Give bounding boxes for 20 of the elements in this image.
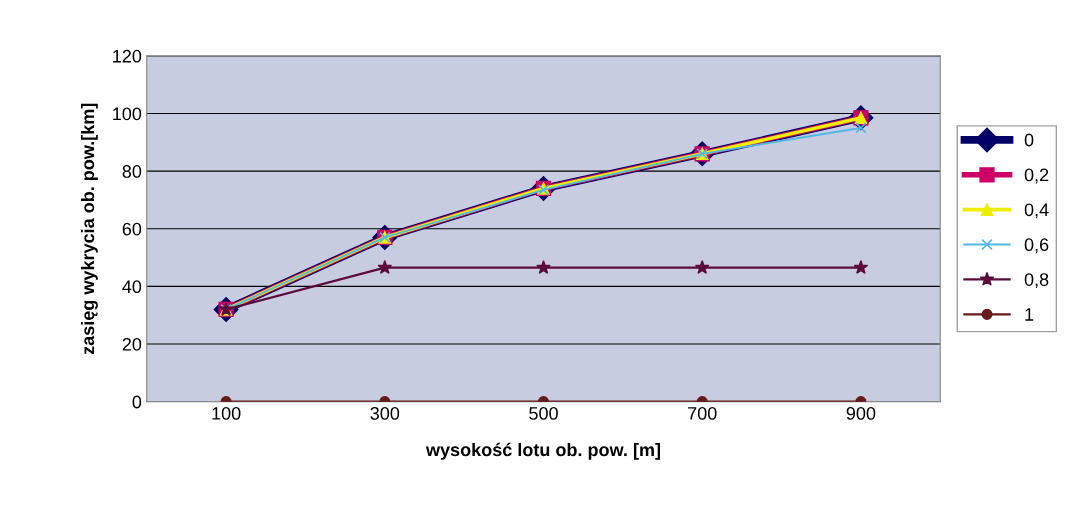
x-axis-title: wysokość lotu ob. pow. [m] bbox=[425, 442, 661, 460]
legend-label: 0,2 bbox=[1024, 168, 1049, 184]
legend-label: 0 bbox=[1024, 133, 1034, 147]
y-tick-label: 20 bbox=[122, 337, 142, 351]
y-tick-label: 0 bbox=[132, 395, 142, 409]
legend-label: 0,6 bbox=[1024, 238, 1049, 254]
x-tick-label: 900 bbox=[846, 407, 876, 420]
x-tick-label: 300 bbox=[370, 407, 400, 420]
y-tick-label: 60 bbox=[122, 222, 142, 236]
y-axis-title: zasięg wykrycia ob. pow.[km] bbox=[80, 103, 98, 355]
y-tick-label: 100 bbox=[113, 107, 142, 121]
y-tick-label: 120 bbox=[113, 49, 142, 63]
x-tick-label: 500 bbox=[529, 407, 558, 420]
x-tick-label: 700 bbox=[688, 407, 717, 420]
legend-label: 1 bbox=[1025, 308, 1034, 321]
legend-label: 0,8 bbox=[1024, 273, 1049, 289]
y-tick-label: 40 bbox=[122, 280, 142, 294]
x-tick-label: 100 bbox=[212, 407, 241, 420]
legend-label: 0,4 bbox=[1024, 203, 1049, 219]
y-tick-label: 80 bbox=[122, 165, 142, 178]
